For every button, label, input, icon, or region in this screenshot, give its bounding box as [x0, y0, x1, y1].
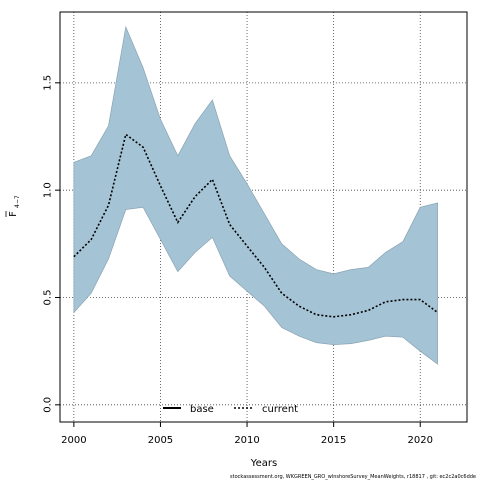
x-axis: 2000 2005 2010 2015 2020: [61, 422, 433, 446]
y-tick-label: 0.0: [43, 397, 54, 413]
y-tick-label: 0.5: [43, 290, 54, 306]
x-tick-label: 2020: [408, 435, 433, 446]
x-tick-label: 2010: [234, 435, 259, 446]
confidence-band: [73, 25, 438, 365]
series-line-current: [73, 133, 439, 318]
x-tick-label: 2005: [148, 435, 173, 446]
y-axis-label-main: F: [8, 211, 19, 217]
y-axis: 0.0 0.5 1.0 1.5: [43, 75, 60, 413]
y-axis-label: F 4−7: [5, 195, 21, 217]
legend-label-base: base: [190, 404, 214, 415]
legend-label-current: current: [262, 404, 298, 415]
x-axis-label: Years: [250, 458, 277, 469]
y-tick-label: 1.0: [43, 182, 54, 198]
caption-footer: stockassessment.org, WKGREEN_GRO_wlnshor…: [230, 474, 476, 480]
legend: base current: [163, 404, 298, 415]
plot-frame: [59, 11, 468, 423]
y-axis-label-sub: 4−7: [14, 195, 21, 208]
y-tick-label: 1.5: [43, 75, 54, 91]
x-tick-label: 2015: [321, 435, 346, 446]
x-tick-label: 2000: [61, 435, 86, 446]
